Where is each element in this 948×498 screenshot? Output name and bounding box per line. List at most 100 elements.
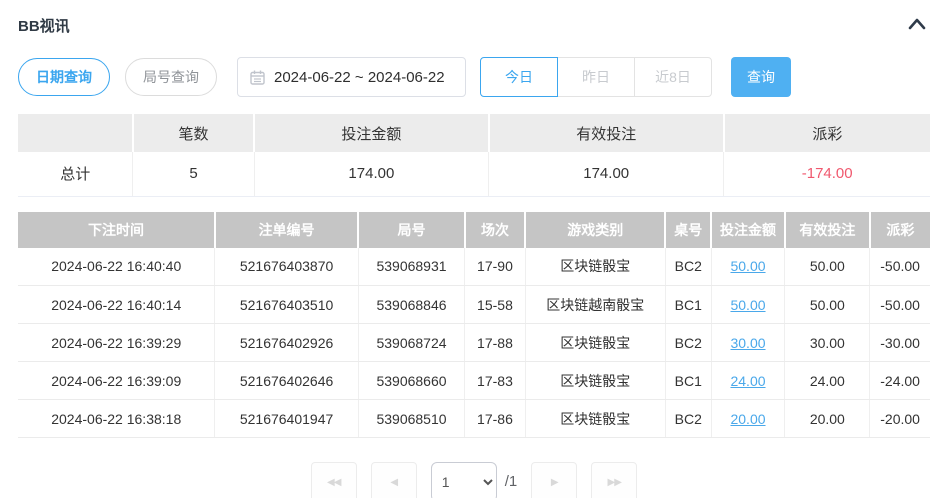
date-range-value: 2024-06-22 ~ 2024-06-22	[274, 68, 445, 86]
bet-amount-link[interactable]: 20.00	[730, 410, 766, 427]
col-bet-time: 下注时间	[18, 211, 216, 248]
bet-amount-link[interactable]: 50.00	[730, 258, 766, 275]
cell-order-no: 521676403510	[214, 285, 359, 324]
cell-session: 17-83	[464, 361, 526, 400]
cell-payout: -20.00	[869, 399, 930, 438]
double-chevron-right-icon: ▶▶	[607, 476, 622, 488]
cell-game-type: 区块链越南骰宝	[525, 285, 666, 324]
summary-table: 笔数 投注金额 有效投注 派彩 总计 5 174.00 174.00 -174.…	[18, 114, 930, 197]
cell-valid-bet: 24.00	[784, 361, 871, 400]
double-chevron-left-icon: ◀◀	[327, 476, 341, 488]
summary-header-payout: 派彩	[723, 114, 930, 152]
cell-table-no: BC1	[665, 361, 712, 400]
summary-total-bet-amount: 174.00	[254, 152, 490, 197]
cell-table-no: BC2	[665, 399, 712, 438]
cell-bet-time: 2024-06-22 16:40:40	[18, 247, 216, 286]
tab-date-query[interactable]: 日期查询	[18, 58, 110, 96]
bet-amount-link[interactable]: 24.00	[730, 372, 766, 389]
summary-total-label: 总计	[18, 152, 134, 197]
table-row: 2024-06-22 16:38:18 521676401947 5390685…	[18, 399, 930, 438]
cell-valid-bet: 50.00	[784, 247, 871, 286]
summary-header-bet-amount: 投注金额	[254, 114, 490, 152]
cell-game-type: 区块链骰宝	[525, 361, 666, 400]
summary-total-row: 总计 5 174.00 174.00 -174.00	[18, 152, 930, 197]
last-page-button[interactable]: ▶▶	[591, 462, 638, 498]
col-bet-amount: 投注金额	[711, 211, 786, 248]
col-order-no: 注单编号	[214, 211, 360, 248]
next-page-button[interactable]: ▶	[531, 462, 578, 498]
summary-header-blank	[18, 114, 134, 152]
cell-game-type: 区块链骰宝	[525, 247, 666, 286]
cell-game-type: 区块链骰宝	[525, 399, 666, 438]
page-select[interactable]: 1	[430, 462, 497, 498]
cell-session: 15-58	[464, 285, 526, 324]
cell-payout: -50.00	[869, 247, 930, 286]
summary-header-count: 笔数	[132, 114, 256, 152]
cell-session: 17-90	[464, 247, 526, 286]
page-total-label: /1	[504, 473, 518, 490]
quick-range-today[interactable]: 今日	[480, 57, 558, 97]
col-game-type: 游戏类别	[525, 211, 667, 248]
date-range-input[interactable]: 2024-06-22 ~ 2024-06-22	[237, 57, 466, 97]
cell-order-no: 521676403870	[214, 247, 359, 286]
cell-valid-bet: 50.00	[784, 285, 871, 324]
cell-payout: -50.00	[869, 285, 930, 324]
cell-payout: -24.00	[869, 361, 930, 400]
panel-header: BB视讯	[18, 14, 930, 36]
search-button[interactable]: 查询	[731, 57, 791, 97]
cell-bet-time: 2024-06-22 16:39:29	[18, 323, 216, 362]
col-valid-bet: 有效投注	[784, 211, 871, 248]
table-row: 2024-06-22 16:40:40 521676403870 5390689…	[18, 247, 930, 286]
summary-header-valid-bet: 有效投注	[488, 114, 725, 152]
quick-range-last8days[interactable]: 近8日	[634, 57, 712, 97]
quick-range-yesterday[interactable]: 昨日	[557, 57, 635, 97]
prev-page-button[interactable]: ◀	[370, 462, 417, 498]
table-row: 2024-06-22 16:40:14 521676403510 5390688…	[18, 285, 930, 324]
bet-amount-link[interactable]: 50.00	[730, 296, 766, 313]
cell-round-no: 539068660	[358, 361, 466, 400]
page-title: BB视讯	[18, 17, 70, 35]
col-round-no: 局号	[358, 211, 466, 248]
quick-range-group: 今日 昨日 近8日	[480, 57, 712, 97]
cell-table-no: BC2	[665, 247, 712, 286]
cell-order-no: 521676402646	[214, 361, 359, 400]
tab-round-query[interactable]: 局号查询	[125, 58, 217, 96]
filter-bar: 日期查询 局号查询 2024-06-22 ~ 2024-06-22 今日 昨日 …	[18, 57, 930, 97]
bet-amount-link[interactable]: 30.00	[730, 334, 766, 351]
cell-round-no: 539068931	[358, 247, 466, 286]
cell-bet-time: 2024-06-22 16:38:18	[18, 399, 216, 438]
summary-header-row: 笔数 投注金额 有效投注 派彩	[18, 114, 930, 152]
cell-valid-bet: 30.00	[784, 323, 871, 362]
chevron-up-icon	[907, 17, 927, 34]
calendar-icon	[250, 70, 265, 85]
chevron-right-icon: ▶	[550, 476, 559, 488]
cell-round-no: 539068724	[358, 323, 466, 362]
col-session: 场次	[464, 211, 527, 248]
cell-table-no: BC1	[665, 285, 712, 324]
cell-session: 17-86	[464, 399, 526, 438]
cell-session: 17-88	[464, 323, 526, 362]
first-page-button[interactable]: ◀◀	[310, 462, 357, 498]
chevron-left-icon: ◀	[390, 476, 398, 488]
table-row: 2024-06-22 16:39:29 521676402926 5390687…	[18, 323, 930, 362]
bet-detail-table: 下注时间 注单编号 局号 场次 游戏类别 桌号 投注金额 有效投注 派彩 202…	[18, 211, 930, 438]
detail-header-row: 下注时间 注单编号 局号 场次 游戏类别 桌号 投注金额 有效投注 派彩	[18, 211, 930, 248]
table-row: 2024-06-22 16:39:09 521676402646 5390686…	[18, 361, 930, 400]
summary-total-payout: -174.00	[723, 152, 930, 197]
cell-bet-time: 2024-06-22 16:39:09	[18, 361, 216, 400]
pagination: ◀◀ ◀ 1 /1 ▶ ▶▶	[18, 462, 930, 498]
collapse-button[interactable]	[904, 14, 930, 36]
cell-round-no: 539068510	[358, 399, 466, 438]
cell-order-no: 521676402926	[214, 323, 359, 362]
cell-order-no: 521676401947	[214, 399, 359, 438]
cell-table-no: BC2	[665, 323, 712, 362]
cell-valid-bet: 20.00	[784, 399, 871, 438]
cell-bet-time: 2024-06-22 16:40:14	[18, 285, 216, 324]
col-payout: 派彩	[869, 211, 930, 248]
summary-total-valid-bet: 174.00	[488, 152, 725, 197]
summary-total-count: 5	[132, 152, 255, 197]
cell-round-no: 539068846	[358, 285, 466, 324]
col-table-no: 桌号	[665, 211, 713, 248]
cell-game-type: 区块链骰宝	[525, 323, 666, 362]
